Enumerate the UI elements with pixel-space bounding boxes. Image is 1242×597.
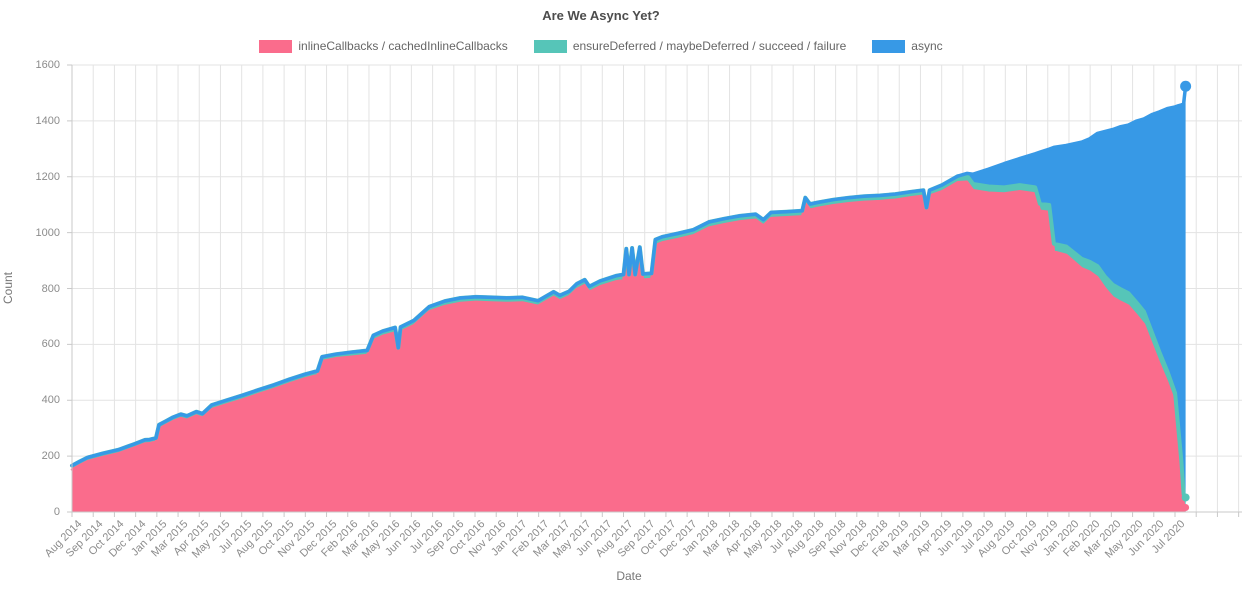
legend-label: ensureDeferred / maybeDeferred / succeed…: [572, 39, 847, 53]
x-axis-title: Date: [616, 569, 642, 583]
axis-lines: [67, 64, 1242, 517]
y-tick-label: 1000: [35, 226, 60, 239]
y-tick-label: 1200: [35, 170, 60, 183]
y-tick-label: 1600: [35, 59, 60, 71]
y-tick-label: 200: [41, 450, 60, 463]
legend-swatch-icon: [259, 39, 293, 53]
y-tick-label: 800: [41, 282, 60, 295]
legend-swatch-icon: [533, 39, 567, 53]
legend-swatch-icon: [872, 39, 906, 53]
stacked-areas: [70, 84, 1188, 513]
legend-label: async: [911, 39, 943, 53]
chart-title: Are We Async Yet?: [542, 8, 660, 23]
legend-label: inlineCallbacks / cachedInlineCallbacks: [298, 39, 508, 53]
end-point-markers: [1180, 80, 1192, 512]
y-tick-label: 0: [53, 506, 60, 518]
y-tick-label: 1400: [35, 114, 60, 127]
chart-legend: inlineCallbacks / cachedInlineCallbacks e…: [0, 39, 1202, 53]
y-tick-label: 600: [41, 338, 60, 351]
legend-item-1[interactable]: inlineCallbacks / cachedInlineCallbacks: [259, 39, 508, 53]
y-axis-title: Count: [1, 271, 15, 305]
legend-item-3[interactable]: async: [872, 39, 943, 53]
y-tick-label: 400: [41, 394, 60, 407]
legend-item-2[interactable]: ensureDeferred / maybeDeferred / succeed…: [533, 39, 847, 53]
